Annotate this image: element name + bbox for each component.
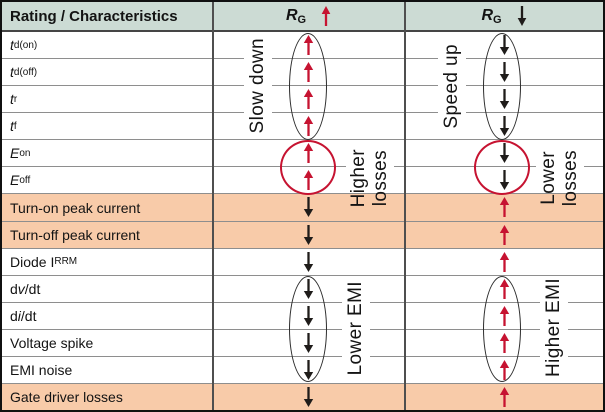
lower-losses-circle — [474, 140, 530, 195]
arrow-down-icon — [302, 359, 315, 381]
row-label: d i/dt — [10, 307, 37, 324]
label-backdrop — [536, 143, 584, 193]
header-rg-up: RG — [214, 2, 404, 30]
rg-base: R — [285, 6, 298, 24]
row-label: Diode I RRM — [10, 253, 78, 270]
table-row: Turn-off peak current — [2, 220, 603, 248]
slow-down-ellipse — [289, 33, 327, 140]
header-rg-down: RG — [406, 2, 603, 30]
arrow-up-icon — [302, 34, 315, 56]
header-characteristics: Rating / Characteristics — [10, 7, 178, 25]
arrow-up-icon — [302, 169, 315, 191]
arrow-down-icon — [302, 305, 315, 327]
row-label: t d(off) — [10, 64, 38, 81]
table-row: Diode I RRM — [2, 247, 603, 275]
row-label: Turn-on peak current — [10, 199, 141, 216]
table-row: d v/dt — [2, 274, 603, 302]
arrow-down-icon — [302, 278, 315, 300]
speed-up-label: Speed up — [438, 36, 466, 136]
column-divider — [404, 2, 406, 410]
arrow-down-icon — [302, 196, 315, 218]
row-label: Gate driver losses — [10, 389, 123, 406]
rg-base: R — [481, 6, 493, 24]
arrow-up-icon — [498, 196, 511, 218]
row-label: Turn-off peak current — [10, 226, 140, 243]
arrow-up-icon — [498, 224, 511, 246]
arrow-up-icon — [302, 88, 315, 110]
arrow-down-icon — [302, 224, 315, 246]
row-label: t d(on) — [10, 37, 38, 54]
arrow-down-icon — [498, 34, 511, 56]
arrow-up-icon — [498, 278, 511, 300]
higher-emi-label: Higher EMI — [540, 278, 568, 378]
arrow-up-icon — [498, 386, 511, 408]
arrow-up-icon — [498, 305, 511, 327]
arrow-up-icon — [302, 61, 315, 83]
row-label: EMI noise — [10, 361, 73, 378]
column-divider — [212, 2, 214, 410]
slow-down-label: Slow down — [244, 36, 272, 136]
arrow-down-icon — [498, 88, 511, 110]
arrow-up-icon — [302, 115, 315, 137]
arrow-down-icon — [302, 251, 315, 273]
arrow-up-icon — [302, 142, 315, 164]
rg-sub: G — [493, 13, 502, 26]
label-backdrop — [346, 143, 394, 193]
rg-sub: G — [297, 13, 307, 26]
rg-down-symbol: RG — [481, 7, 501, 26]
rg-up-symbol: RG — [286, 7, 306, 26]
arrow-up-icon — [498, 251, 511, 273]
arrow-down-icon — [498, 115, 511, 137]
arrow-down-icon — [302, 332, 315, 354]
higher-losses-label: Higher losses — [348, 148, 391, 208]
speed-up-ellipse — [483, 33, 521, 140]
table-header: Rating / Characteristics RG RG — [2, 2, 603, 32]
lower-emi-label: Lower EMI — [342, 278, 370, 378]
row-label: Voltage spike — [10, 334, 94, 351]
arrow-down-icon — [498, 61, 511, 83]
table-row: t d(on) — [2, 32, 603, 58]
higher-losses-circle — [280, 140, 336, 195]
arrow-down-icon — [498, 142, 511, 164]
arrow-up-icon — [498, 359, 511, 381]
rg-decrease-arrow-icon — [516, 5, 528, 27]
higher-emi-ellipse — [483, 276, 521, 382]
arrow-down-icon — [302, 386, 315, 408]
rg-increase-arrow-icon — [320, 5, 332, 27]
lower-losses-label: Lower losses — [538, 149, 581, 207]
arrow-up-icon — [498, 332, 511, 354]
table-row: Gate driver losses — [2, 383, 603, 410]
arrow-down-icon — [498, 169, 511, 191]
row-label: d v/dt — [10, 280, 41, 297]
lower-emi-ellipse — [289, 276, 327, 382]
table-row: Turn-on peak current — [2, 193, 603, 221]
